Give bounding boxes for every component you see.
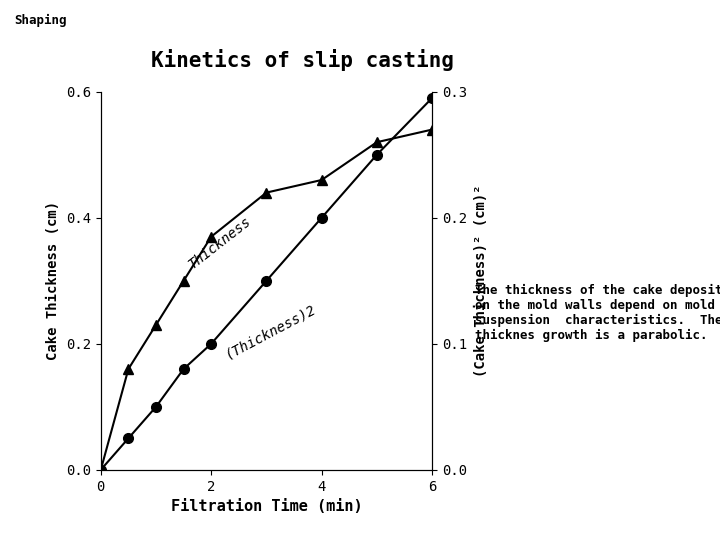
- Text: The thickness of the cake deposited
on the mold walls depend on mold and
suspens: The thickness of the cake deposited on t…: [475, 284, 720, 342]
- Text: Kinetics of slip casting: Kinetics of slip casting: [151, 49, 454, 71]
- Y-axis label: (Cake Thickness)² (cm)²: (Cake Thickness)² (cm)²: [474, 185, 487, 377]
- Text: (Thickness)2: (Thickness)2: [222, 301, 318, 361]
- X-axis label: Filtration Time (min): Filtration Time (min): [171, 499, 362, 514]
- Y-axis label: Cake Thickness (cm): Cake Thickness (cm): [46, 201, 60, 360]
- Text: Shaping: Shaping: [14, 14, 67, 26]
- Text: Thickness: Thickness: [186, 214, 254, 272]
